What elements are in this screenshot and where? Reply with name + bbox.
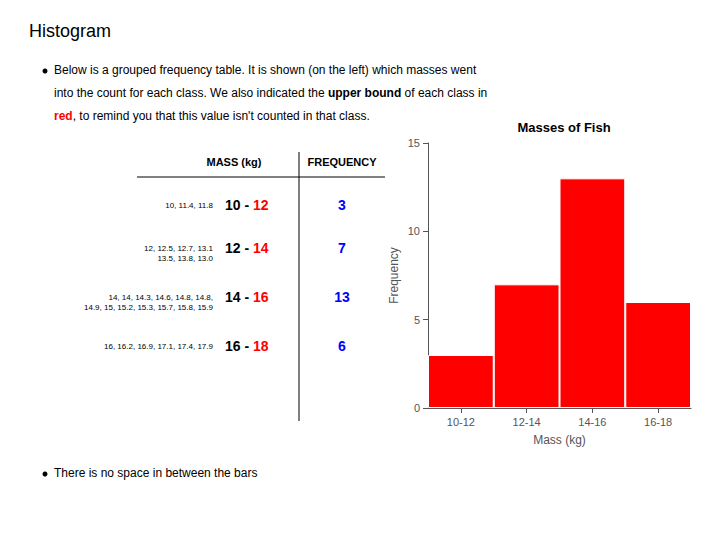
svg-text:Mass (kg): Mass (kg) — [533, 433, 586, 447]
svg-text:Masses of Fish: Masses of Fish — [517, 120, 610, 135]
svg-text:16-18: 16-18 — [644, 416, 672, 428]
svg-text:18: 18 — [253, 338, 269, 354]
svg-text:10-12: 10-12 — [447, 416, 475, 428]
svg-text:12: 12 — [253, 197, 269, 213]
svg-text:7: 7 — [338, 240, 346, 256]
svg-text:6: 6 — [338, 338, 346, 354]
svg-text:15: 15 — [408, 137, 420, 149]
svg-text:16: 16 — [253, 289, 269, 305]
svg-text:10 -: 10 - — [225, 197, 253, 213]
svg-text:MASS (kg): MASS (kg) — [207, 156, 262, 168]
svg-text:14.9, 15, 15.2, 15.3, 15.7, 15: 14.9, 15, 15.2, 15.3, 15.7, 15.8, 15.9 — [84, 303, 214, 312]
svg-text:Histogram: Histogram — [29, 21, 111, 41]
svg-text:12-14: 12-14 — [513, 416, 541, 428]
svg-text:14: 14 — [253, 240, 269, 256]
svg-text:FREQUENCY: FREQUENCY — [307, 156, 377, 168]
svg-text:14-16: 14-16 — [578, 416, 606, 428]
svg-text:of each class in: of each class in — [401, 86, 487, 100]
svg-text:into the count for each class.: into the count for each class. We also i… — [54, 86, 328, 100]
svg-text:Frequency: Frequency — [387, 247, 401, 304]
svg-text:16, 16.2, 16.9, 17.1, 17.4, 17: 16, 16.2, 16.9, 17.1, 17.4, 17.9 — [104, 342, 214, 351]
svg-text:10: 10 — [408, 225, 420, 237]
svg-text:Below is a grouped frequency t: Below is a grouped frequency table. It i… — [54, 63, 477, 77]
svg-text:There is no space in between t: There is no space in between the bars — [54, 466, 257, 480]
svg-text:5: 5 — [414, 314, 420, 326]
svg-text:3: 3 — [338, 197, 346, 213]
svg-text:12, 12.5, 12.7, 13.1: 12, 12.5, 12.7, 13.1 — [144, 244, 213, 253]
svg-text:12 -: 12 - — [225, 240, 253, 256]
svg-text:16 -: 16 - — [225, 338, 253, 354]
svg-text:14 -: 14 - — [225, 289, 253, 305]
svg-text:, to remind you that this valu: , to remind you that this value isn't co… — [73, 109, 370, 123]
svg-text:0: 0 — [414, 402, 420, 414]
svg-text:13: 13 — [334, 289, 350, 305]
svg-text:14, 14, 14.3, 14.6, 14.8, 14.8: 14, 14, 14.3, 14.6, 14.8, 14.8, — [108, 293, 213, 302]
svg-text:10, 11.4, 11.8: 10, 11.4, 11.8 — [165, 201, 213, 210]
svg-text:upper bound: upper bound — [328, 86, 401, 100]
svg-text:red: red — [54, 109, 73, 123]
svg-text:13.5, 13.8, 13.0: 13.5, 13.8, 13.0 — [157, 254, 213, 263]
